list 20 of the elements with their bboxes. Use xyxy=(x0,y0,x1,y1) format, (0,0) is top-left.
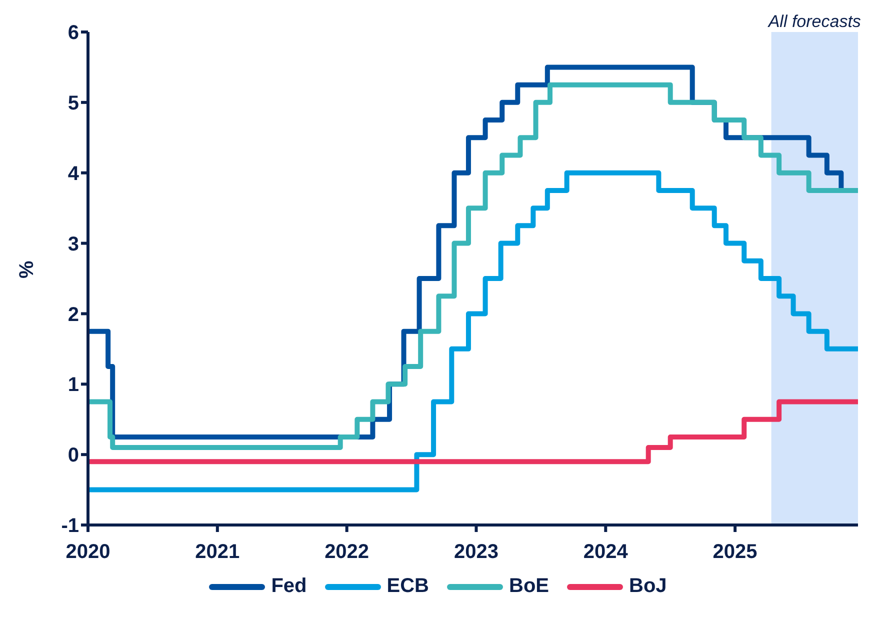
y-tick-label: 4 xyxy=(68,162,80,185)
y-tick-label: 3 xyxy=(68,233,79,256)
x-tick-label: 2022 xyxy=(324,541,370,564)
y-tick-label: 6 xyxy=(68,22,79,44)
legend-label: ECB xyxy=(386,575,429,598)
x-tick-label: 2025 xyxy=(712,541,758,564)
y-tick-label: 0 xyxy=(68,444,79,467)
band-label: All forecasts xyxy=(767,12,862,31)
x-tick-label: 2020 xyxy=(66,541,110,564)
y-tick-label: -1 xyxy=(61,515,79,538)
x-tick-label: 2024 xyxy=(583,541,629,564)
y-tick-label: 5 xyxy=(68,92,79,115)
legend-label: Fed xyxy=(271,575,307,598)
y-tick-label: 1 xyxy=(68,374,79,396)
y-axis-title: % xyxy=(16,260,38,278)
x-tick-label: 2021 xyxy=(195,541,240,564)
legend-label: BoJ xyxy=(629,575,667,598)
y-tick-label: 2 xyxy=(68,304,79,326)
legend-label: BoE xyxy=(509,575,549,598)
x-tick-label: 2023 xyxy=(454,541,498,564)
